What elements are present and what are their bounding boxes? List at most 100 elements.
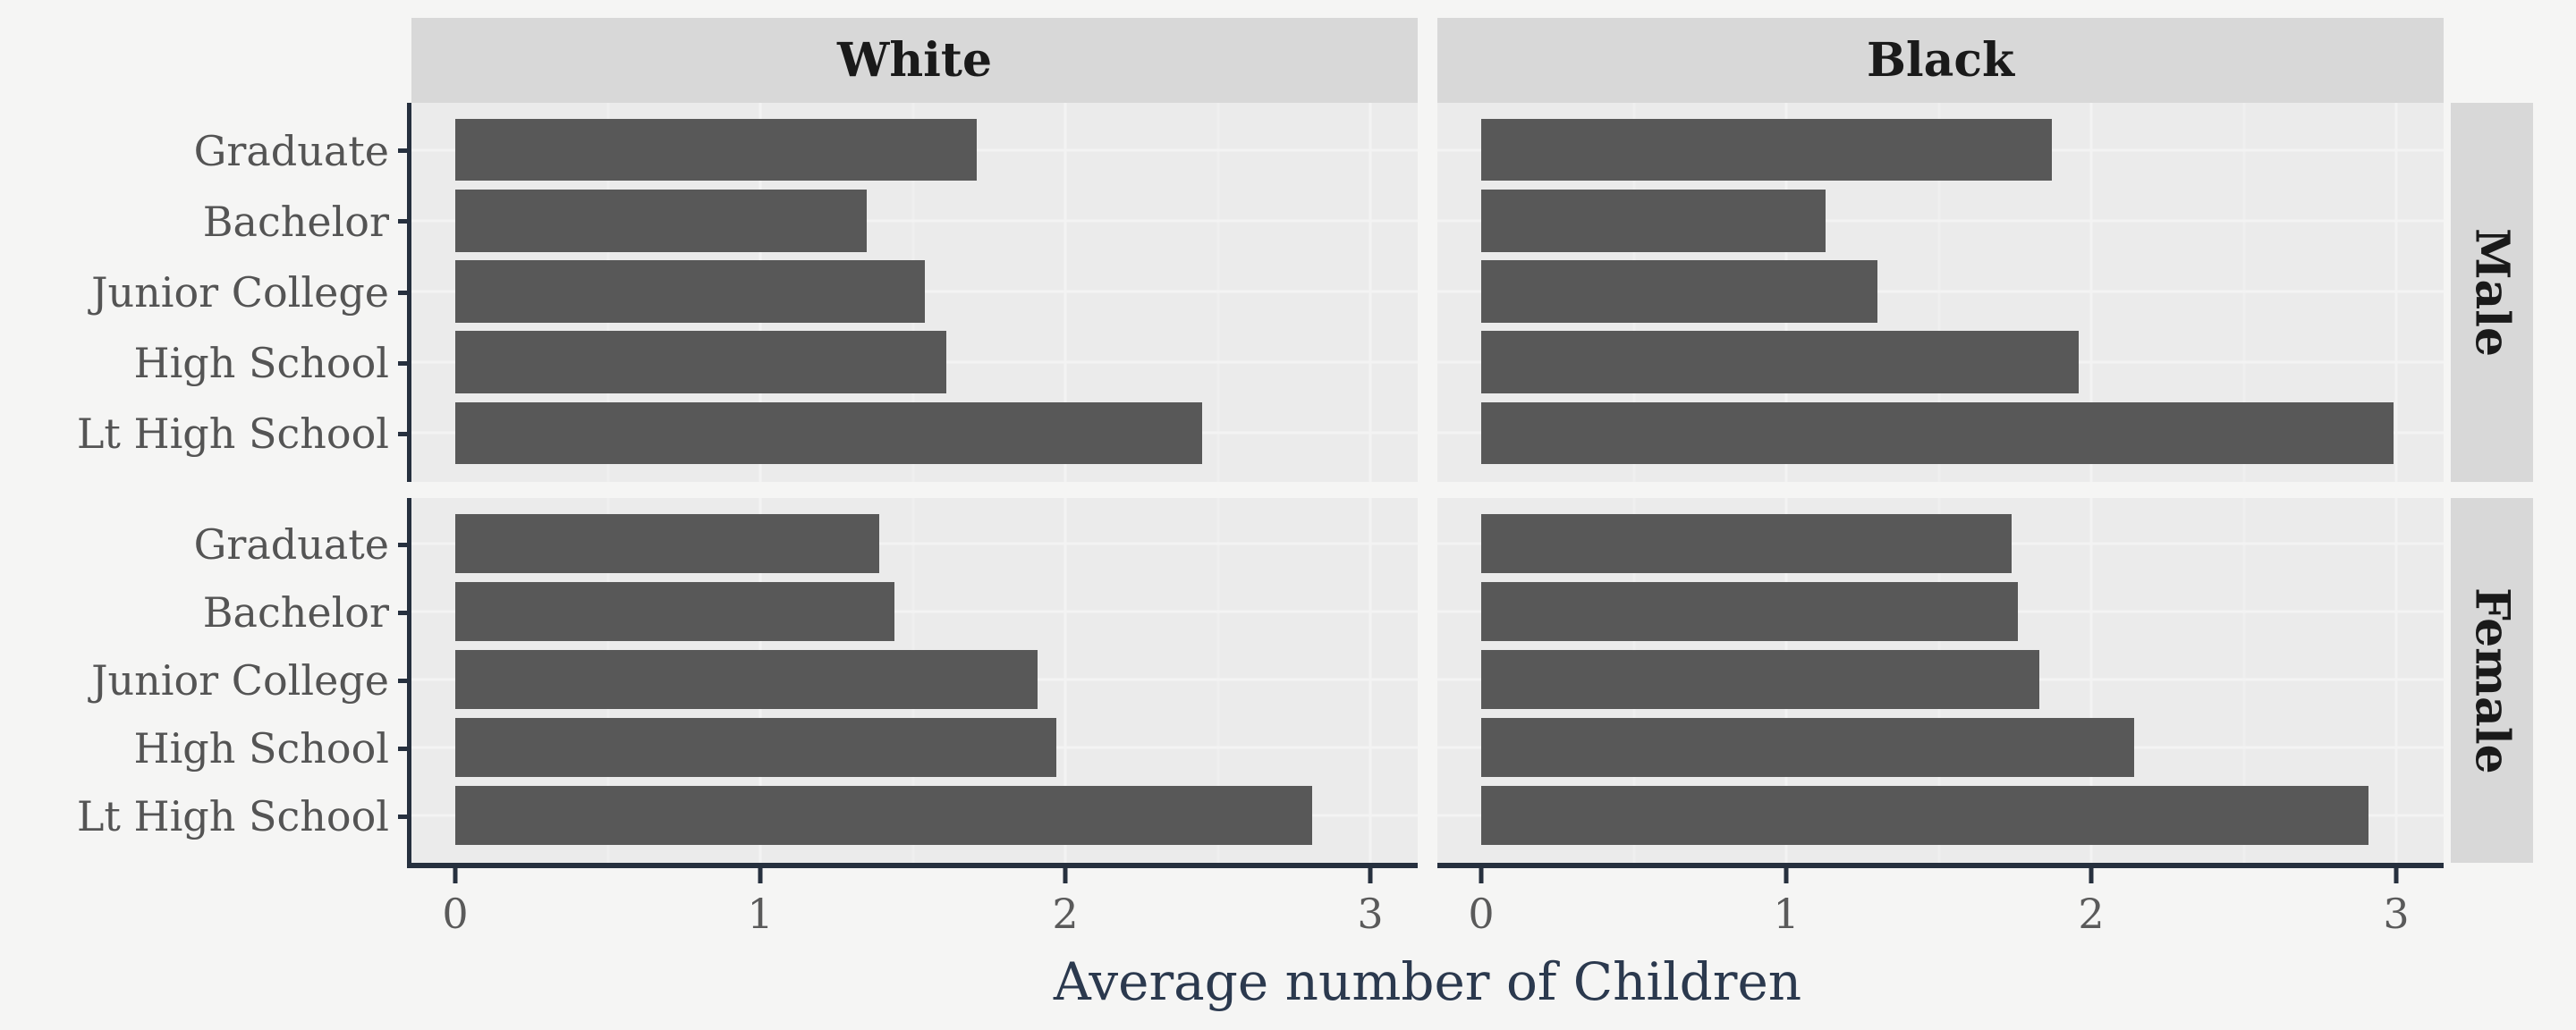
y-label-row: Graduate bbox=[0, 115, 411, 186]
facet-strip-black: Black bbox=[1437, 18, 2444, 103]
bar-black-male-lt-high-school bbox=[1481, 401, 2394, 465]
bar-slots bbox=[411, 103, 1418, 482]
x-axis-title: Average number of Children bbox=[1053, 950, 1802, 1012]
y-label-row: Junior College bbox=[0, 646, 411, 714]
panel-black-male bbox=[1437, 103, 2444, 482]
y-label-row: High School bbox=[0, 714, 411, 782]
y-axis-tick-mark bbox=[398, 542, 411, 547]
bar-black-male-high-school bbox=[1481, 331, 2080, 394]
x-axis-tick-label: 1 bbox=[1773, 890, 1800, 938]
bar-slot bbox=[1437, 510, 2444, 578]
bar-white-male-high-school bbox=[455, 331, 946, 394]
bar-slot bbox=[1437, 256, 2444, 326]
bar-slot bbox=[411, 578, 1418, 646]
bar-slot bbox=[411, 781, 1418, 849]
y-label-row: High School bbox=[0, 328, 411, 399]
bar-slot bbox=[411, 256, 1418, 326]
y-axis-line bbox=[407, 103, 411, 482]
category-label: Graduate bbox=[193, 126, 389, 175]
y-axis-tick-mark bbox=[398, 219, 411, 224]
bar-slot bbox=[411, 713, 1418, 781]
bar-black-male-junior-college bbox=[1481, 260, 1878, 323]
category-label: Lt High School bbox=[76, 792, 389, 840]
bar-slots bbox=[411, 498, 1418, 863]
y-axis-labels-male: Graduate Bachelor Junior College High Schoo… bbox=[0, 103, 411, 482]
y-axis-tick-mark bbox=[398, 290, 411, 295]
y-axis-tick-mark bbox=[398, 746, 411, 751]
x-axis-tick-mark bbox=[1063, 868, 1068, 883]
x-axis-tick-mark bbox=[453, 868, 458, 883]
bar-white-male-bachelor bbox=[455, 189, 868, 252]
bar-slots bbox=[1437, 498, 2444, 863]
x-axis-line bbox=[407, 863, 1418, 868]
x-axis-tick-mark bbox=[2394, 868, 2399, 883]
bar-slot bbox=[411, 327, 1418, 398]
y-axis-tick-mark bbox=[398, 431, 411, 436]
x-axis-tick-mark bbox=[1368, 868, 1373, 883]
bar-white-female-junior-college bbox=[455, 649, 1038, 710]
x-axis-tick-mark bbox=[1784, 868, 1789, 883]
panel-black-female: 0 1 2 3 bbox=[1437, 498, 2444, 938]
bar-slot bbox=[1437, 185, 2444, 256]
facet-strip-male: Male bbox=[2451, 103, 2533, 482]
bar-white-male-junior-college bbox=[455, 260, 926, 323]
category-label: Bachelor bbox=[202, 588, 389, 637]
bar-slot bbox=[411, 646, 1418, 713]
bar-slot bbox=[1437, 781, 2444, 849]
bar-slot bbox=[1437, 646, 2444, 713]
bar-slot bbox=[411, 398, 1418, 469]
bar-black-female-high-school bbox=[1481, 717, 2134, 778]
x-axis-tick-label: 2 bbox=[2078, 890, 2105, 938]
y-axis-labels-female: Graduate Bachelor Junior College High Schoo… bbox=[0, 498, 411, 863]
bar-white-female-bachelor bbox=[455, 581, 895, 642]
facet-strip-female: Female bbox=[2451, 498, 2533, 863]
y-label-row: Bachelor bbox=[0, 578, 411, 646]
y-axis-tick-mark bbox=[398, 678, 411, 683]
bar-white-male-lt-high-school bbox=[455, 401, 1203, 465]
y-label-row: Graduate bbox=[0, 511, 411, 578]
x-axis-tick-label: 3 bbox=[1357, 890, 1384, 938]
category-label: High School bbox=[133, 339, 389, 388]
x-axis-tick-label: 1 bbox=[747, 890, 774, 938]
bar-slot bbox=[411, 114, 1418, 185]
category-label: Junior College bbox=[91, 656, 389, 705]
y-label-row: Bachelor bbox=[0, 186, 411, 257]
panel-white-male bbox=[407, 103, 1418, 482]
bar-slot bbox=[1437, 713, 2444, 781]
y-label-row: Lt High School bbox=[0, 782, 411, 850]
category-label: Graduate bbox=[193, 520, 389, 569]
y-axis-tick-mark bbox=[398, 814, 411, 819]
x-axis-tick-label: 0 bbox=[1468, 890, 1495, 938]
x-axis-line bbox=[1437, 863, 2444, 868]
category-label: Junior College bbox=[91, 268, 389, 317]
x-axis-tick-label: 3 bbox=[2383, 890, 2410, 938]
facet-strip-white-label: White bbox=[836, 33, 993, 88]
y-axis-line bbox=[407, 498, 411, 863]
y-axis-tick-mark bbox=[398, 148, 411, 154]
bar-black-female-lt-high-school bbox=[1481, 785, 2369, 846]
bar-white-female-high-school bbox=[455, 717, 1056, 778]
category-label: High School bbox=[133, 724, 389, 772]
panel-white-female: 0 1 2 3 bbox=[407, 498, 1418, 938]
x-axis-tick-label: 2 bbox=[1052, 890, 1079, 938]
facet-strip-black-label: Black bbox=[1866, 33, 2015, 88]
bar-slot bbox=[411, 185, 1418, 256]
bar-slot bbox=[1437, 114, 2444, 185]
y-axis-tick-mark bbox=[398, 360, 411, 366]
bar-slot bbox=[1437, 398, 2444, 469]
facet-strip-white: White bbox=[411, 18, 1418, 103]
bar-slot bbox=[411, 510, 1418, 578]
bar-white-female-graduate bbox=[455, 513, 879, 574]
bar-slots bbox=[1437, 103, 2444, 482]
y-axis-tick-mark bbox=[398, 610, 411, 615]
bar-black-female-bachelor bbox=[1481, 581, 2019, 642]
bar-black-female-graduate bbox=[1481, 513, 2012, 574]
category-label: Bachelor bbox=[202, 197, 389, 246]
bar-slot bbox=[1437, 578, 2444, 646]
bar-white-female-lt-high-school bbox=[455, 785, 1313, 846]
bar-slot bbox=[1437, 327, 2444, 398]
facet-strip-male-label: Male bbox=[2464, 227, 2520, 358]
x-axis-tick-mark bbox=[2089, 868, 2094, 883]
bar-black-female-junior-college bbox=[1481, 649, 2040, 710]
